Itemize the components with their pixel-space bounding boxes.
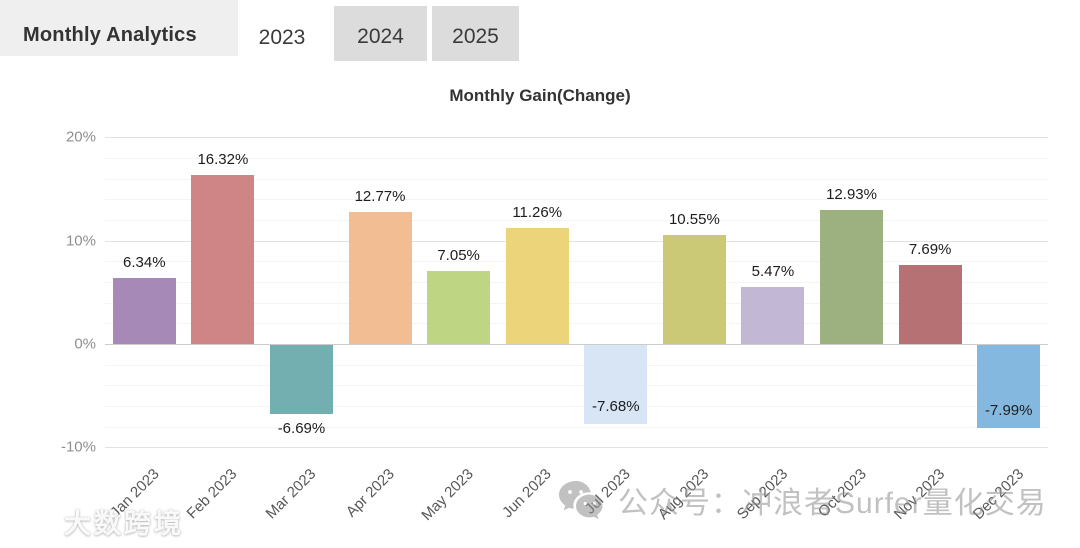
tab-2023[interactable]: 2023	[238, 6, 326, 64]
x-axis-tick-label-dec-2023: Dec 2023	[969, 465, 1027, 523]
bar-value-label-may-2023: 7.05%	[437, 247, 480, 265]
bar-mar-2023[interactable]	[269, 345, 333, 415]
bar-feb-2023[interactable]	[191, 175, 255, 344]
minor-gridline	[105, 385, 1048, 387]
minor-gridline	[105, 178, 1048, 180]
y-axis-tick-label: -10%	[60, 438, 96, 456]
bar-dec-2023[interactable]	[977, 345, 1041, 428]
minor-gridline	[105, 199, 1048, 201]
bar-aug-2023[interactable]	[662, 234, 726, 344]
bar-value-label-dec-2023: -7.99%	[984, 401, 1033, 419]
x-axis-tick-label-sep-2023: Sep 2023	[733, 465, 791, 523]
tab-2025[interactable]: 2025	[432, 6, 519, 61]
chart-title: Monthly Gain(Change)	[449, 86, 631, 105]
bar-value-label-jan-2023: 6.34%	[123, 254, 166, 272]
minor-gridline	[105, 220, 1048, 221]
x-axis-tick-label-mar-2023: Mar 2023	[262, 465, 320, 523]
tab-2025-label: 2025	[452, 24, 499, 48]
bar-value-label-jul-2023: -7.68%	[592, 398, 640, 416]
bar-jun-2023[interactable]	[505, 227, 569, 344]
bar-value-label-sep-2023: 5.47%	[751, 263, 795, 281]
tab-2024[interactable]: 2024	[334, 6, 427, 61]
minor-gridline	[105, 261, 1048, 263]
x-axis-tick-label-nov-2023: Nov 2023	[890, 465, 949, 523]
bar-value-label-nov-2023: 7.69%	[908, 240, 952, 258]
bar-value-label-aug-2023: 10.55%	[668, 210, 720, 228]
minor-gridline	[105, 302, 1048, 304]
zero-axis-line	[105, 344, 1048, 345]
bar-sep-2023[interactable]	[741, 287, 805, 344]
y-axis-tick-label: 0%	[74, 335, 96, 353]
y-axis-tick-label: 20%	[65, 128, 96, 146]
bar-value-label-oct-2023: 12.93%	[826, 186, 877, 204]
minor-gridline	[105, 323, 1048, 325]
x-axis-tick-label-jul-2023: Jul 2023	[581, 465, 634, 518]
major-gridline	[105, 447, 1048, 449]
tab-2024-label: 2024	[357, 24, 404, 48]
major-gridline	[105, 137, 1048, 139]
x-axis-tick-label-apr-2023: Apr 2023	[342, 465, 399, 521]
bar-value-label-jun-2023: 11.26%	[512, 203, 563, 221]
bar-value-label-apr-2023: 12.77%	[354, 188, 406, 206]
x-axis-tick-label-jun-2023: Jun 2023	[499, 465, 556, 522]
minor-gridline	[105, 406, 1048, 407]
bar-jul-2023[interactable]	[584, 345, 648, 425]
minor-gridline	[105, 282, 1048, 283]
page-title: Monthly Analytics	[23, 23, 197, 46]
x-axis-tick-label-oct-2023: Oct 2023	[814, 465, 870, 521]
bar-nov-2023[interactable]	[898, 264, 962, 344]
tab-2023-label: 2023	[258, 26, 306, 49]
minor-gridline	[105, 158, 1048, 159]
bar-value-label-feb-2023: 16.32%	[197, 151, 249, 169]
x-axis-tick-label-feb-2023: Feb 2023	[184, 465, 241, 523]
x-axis-tick-label-aug-2023: Aug 2023	[654, 465, 713, 523]
minor-gridline	[105, 426, 1048, 428]
major-gridline	[105, 240, 1048, 242]
x-axis-tick-label-jan-2023: Jan 2023	[106, 465, 163, 522]
x-axis-tick-label-may-2023: May 2023	[418, 465, 477, 525]
bar-apr-2023[interactable]	[348, 212, 412, 344]
bar-oct-2023[interactable]	[820, 210, 884, 344]
minor-gridline	[105, 364, 1048, 366]
bar-jan-2023[interactable]	[112, 278, 176, 344]
header-bar: Monthly Analytics	[0, 0, 238, 56]
y-axis-tick-label: 10%	[65, 232, 96, 250]
bar-may-2023[interactable]	[427, 271, 491, 344]
bar-value-label-mar-2023: -6.69%	[277, 420, 326, 438]
